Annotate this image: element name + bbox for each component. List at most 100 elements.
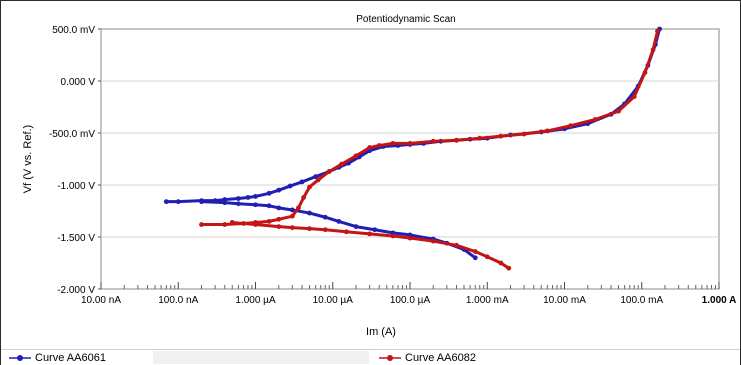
data-point [521,131,527,137]
x-axis-title: Im (A) [366,326,396,338]
chart-title: Potentiodynamic Scan [356,14,456,25]
data-point [367,145,373,150]
y-tick-label: -500.0 mV [49,129,95,140]
legend: Curve AA6061 Curve AA6082 [1,349,740,365]
data-point [477,135,483,141]
data-point [301,195,307,200]
data-point [307,226,312,232]
x-tick-label: 10.00 µA [313,295,354,306]
data-point [376,143,382,148]
data-point [544,128,550,134]
data-point [253,202,258,208]
data-point [454,137,459,143]
data-point [307,184,312,190]
data-point [407,141,413,146]
data-point [498,260,504,266]
x-tick-label: 1.000 A [702,295,737,306]
data-point [307,210,312,216]
y-axis: 500.0 mV 0.000 V -500.0 mV -1.000 V -1.500 V… [49,25,101,296]
x-tick-label: 100.0 µA [390,295,431,306]
series-curve-aa6082 [199,28,660,271]
series-line [232,220,510,270]
data-point [642,70,648,76]
data-point [163,199,169,205]
data-point [266,219,272,224]
legend-swatch-aa6082 [379,354,401,361]
data-point [353,224,359,230]
data-point [175,199,181,205]
data-point [313,174,319,180]
data-point [287,183,293,189]
series-layer [163,26,662,271]
data-point [296,205,301,211]
chart-canvas: 500.0 mV 0.000 V -500.0 mV -1.000 V -1.500 V… [22,14,736,338]
data-point [289,207,295,213]
data-point [326,169,332,174]
data-point [616,108,621,114]
x-tick-label: 10.00 nA [81,295,121,306]
data-point [229,220,235,225]
data-point [245,195,251,200]
data-point [212,198,218,204]
data-point [235,201,241,207]
x-axis: 10.00 nA 100.0 nA 1.000 µA 10.00 µA 100.0 µA… [81,282,736,306]
data-point [407,235,413,241]
data-point [568,123,574,129]
y-tick-label: -1.000 V [57,181,95,192]
data-point [336,219,342,224]
x-tick-label: 100.0 nA [158,295,198,306]
x-tick-label: 100.0 mA [620,295,663,306]
data-point [430,138,436,144]
data-point [199,222,204,227]
data-point [498,133,504,139]
y-tick-label: 0.000 V [61,77,96,88]
data-point [199,199,204,205]
data-point [343,229,349,235]
x-tick-label: 1.000 µA [235,295,276,306]
data-point [506,265,512,271]
data-point [241,221,246,226]
data-point [276,224,282,230]
data-point [631,94,637,99]
legend-spacer [153,351,369,364]
data-point [484,254,490,260]
data-point [266,203,272,209]
y-tick-label: -2.000 V [57,285,95,296]
data-point [253,222,258,227]
data-point [289,225,295,231]
data-point [472,255,478,261]
data-point [299,179,305,185]
data-point [276,205,282,211]
data-point [367,231,373,237]
data-point [339,161,344,167]
legend-label-aa6082: Curve AA6082 [405,351,476,364]
data-point [322,214,328,220]
data-point [353,153,359,159]
data-point [222,222,228,227]
plot-area [100,28,720,290]
data-point [235,196,241,201]
data-point [253,194,258,199]
legend-item-aa6061[interactable]: Curve AA6061 [9,350,106,365]
data-point [276,216,282,222]
data-point [650,47,656,53]
data-point [430,238,436,244]
data-point [372,227,378,233]
data-point [472,249,478,254]
x-tick-label: 1.000 mA [466,295,509,306]
data-point [322,227,328,233]
data-point [276,187,282,193]
data-point [315,177,321,183]
data-point [592,117,598,122]
data-point [266,190,272,196]
data-point [454,242,459,248]
y-tick-label: 500.0 mV [52,25,95,36]
y-axis-title: Vf (V vs. Ref.) [22,125,34,193]
data-point [390,141,396,146]
y-tick-label: -1.500 V [57,233,95,244]
legend-item-aa6082[interactable]: Curve AA6082 [379,350,476,365]
data-point [222,200,228,206]
legend-swatch-aa6061 [9,354,31,361]
data-point [390,233,396,239]
